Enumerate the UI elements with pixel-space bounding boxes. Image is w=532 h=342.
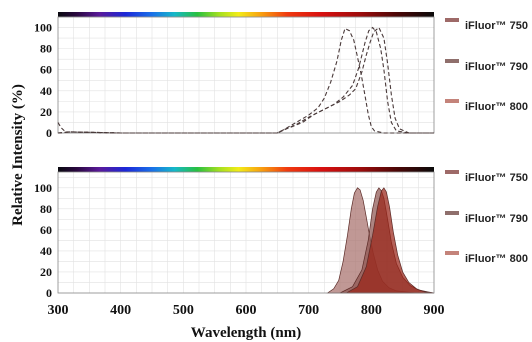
top-spectrum-bar xyxy=(58,12,434,17)
bottom-y-tick-label: 80 xyxy=(40,202,52,216)
top-y-ticks: 0 20 40 60 80 100 xyxy=(34,21,52,140)
emission-dashed-chart: 0 20 40 60 80 100 xyxy=(34,12,435,140)
bottom-y-tick-label: 0 xyxy=(46,286,52,300)
top-grid xyxy=(58,16,434,134)
top-y-tick-label: 100 xyxy=(34,21,52,35)
bottom-plot-frame xyxy=(57,171,435,294)
bottom-spectrum-bar xyxy=(58,167,434,172)
bottom-y-tick-label: 60 xyxy=(40,223,52,237)
x-tick-label: 500 xyxy=(173,303,194,318)
bottom-legend-swatch-2 xyxy=(445,211,459,215)
top-legend-swatch-2 xyxy=(445,59,459,63)
y-axis-label: Relative Intensity (%) xyxy=(10,84,26,226)
top-series-line-1 xyxy=(57,27,434,134)
top-y-tick-label: 20 xyxy=(40,105,52,119)
top-y-tick-label: 60 xyxy=(40,63,52,77)
x-tick-label: 800 xyxy=(361,303,382,318)
bottom-legend-swatch-3 xyxy=(445,251,459,255)
top-series-line-3 xyxy=(57,26,434,134)
bottom-series-area-3 xyxy=(344,187,435,294)
top-legend-label-2: iFluor™ 790 xyxy=(465,61,528,73)
top-legend-label-3: iFluor™ 800 xyxy=(465,101,528,113)
x-tick-label: 600 xyxy=(236,303,257,318)
bottom-grid xyxy=(58,172,434,294)
top-y-tick-label: 80 xyxy=(40,42,52,56)
top-series-lines xyxy=(57,26,434,134)
bottom-x-ticks: 300 400 500 600 700 800 900 xyxy=(48,303,445,318)
bottom-y-tick-label: 40 xyxy=(40,244,52,258)
x-tick-label: 300 xyxy=(48,303,69,318)
bottom-legend: iFluor™ 750 iFluor™ 790 iFluor™ 800 xyxy=(445,170,528,265)
bottom-y-tick-label: 100 xyxy=(34,181,52,195)
top-legend-swatch-1 xyxy=(445,18,459,22)
bottom-y-tick-label: 20 xyxy=(40,265,52,279)
top-legend-label-1: iFluor™ 750 xyxy=(465,20,528,32)
top-y-tick-label: 0 xyxy=(46,126,52,140)
bottom-legend-label-1: iFluor™ 750 xyxy=(465,172,528,184)
top-y-tick-label: 40 xyxy=(40,84,52,98)
bottom-y-ticks: 0 20 40 60 80 100 xyxy=(34,181,52,300)
x-tick-label: 400 xyxy=(110,303,131,318)
top-plot-frame xyxy=(57,16,435,134)
bottom-series-areas xyxy=(326,187,435,294)
top-legend: iFluor™ 750 iFluor™ 790 iFluor™ 800 xyxy=(445,18,528,113)
bottom-legend-label-2: iFluor™ 790 xyxy=(465,213,528,225)
x-tick-label: 900 xyxy=(424,303,445,318)
x-tick-label: 700 xyxy=(298,303,319,318)
emission-filled-chart: 0 20 40 60 80 100 300 400 500 600 700 800 900 xyxy=(34,167,445,318)
bottom-legend-label-3: iFluor™ 800 xyxy=(465,253,528,265)
top-legend-swatch-3 xyxy=(445,99,459,103)
x-axis-label: Wavelength (nm) xyxy=(191,325,301,341)
bottom-legend-swatch-1 xyxy=(445,170,459,174)
